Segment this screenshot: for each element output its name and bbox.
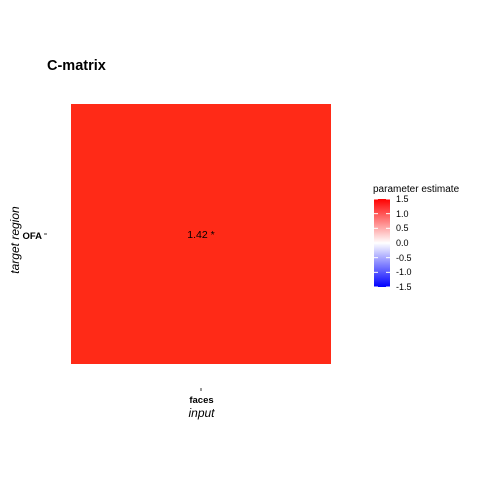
legend-tick-label: -0.5 — [396, 252, 412, 263]
y-tick-label-ofa: OFA — [22, 231, 42, 242]
legend-tick-label: -1.5 — [396, 282, 412, 292]
legend-tick-marks — [374, 198, 390, 288]
axis-ticks — [44, 233, 202, 391]
legend-tick-label: -1.0 — [396, 267, 412, 278]
x-axis-title: input — [188, 406, 215, 420]
y-axis-title: target region — [8, 206, 24, 273]
legend-title: parameter estimate — [373, 184, 460, 195]
heatmap-cell-ofa-faces — [71, 104, 331, 364]
legend-tick-label: 0.0 — [396, 238, 409, 248]
legend-tick-label: 1.5 — [396, 194, 409, 204]
legend-labels: 1.5 1.0 0.5 0.0 -0.5 -1.0 -1.5 — [396, 0, 456, 480]
cell-value-label: 1.42 * — [187, 229, 215, 241]
y-axis-title-text: target region — [8, 206, 22, 274]
heatmap-cells — [71, 104, 331, 364]
legend-tick-label: 1.0 — [396, 208, 409, 219]
legend-colorbar — [374, 199, 390, 287]
x-tick-label-faces: faces — [189, 395, 214, 406]
legend-tick-label: 0.5 — [396, 223, 409, 234]
chart-title: C-matrix — [47, 58, 106, 74]
